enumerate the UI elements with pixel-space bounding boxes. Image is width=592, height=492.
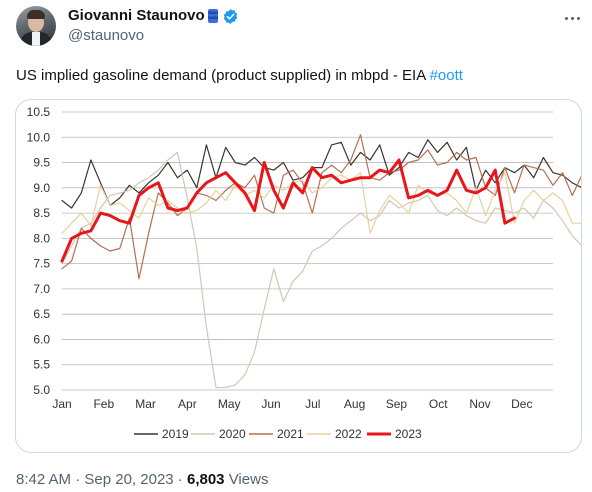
avatar-shirt bbox=[32, 32, 40, 46]
tweet-meta: 8:42 AM · Sep 20, 2023 · 6,803 Views bbox=[16, 471, 268, 489]
y-tick-label: 6.5 bbox=[33, 307, 50, 321]
chart-legend: 2019 2020 2021 2022 2023 bbox=[134, 427, 422, 441]
views-count: 6,803 bbox=[186, 471, 225, 488]
y-tick-label: 9.5 bbox=[33, 156, 50, 170]
y-tick-label: 5.0 bbox=[33, 383, 50, 397]
y-tick-label: 7.5 bbox=[33, 257, 50, 271]
more-dot bbox=[576, 16, 580, 20]
x-tick-label: Mar bbox=[135, 397, 156, 411]
hashtag-link[interactable]: #oott bbox=[429, 67, 463, 84]
author-handle[interactable]: @staunovo bbox=[68, 27, 145, 44]
author-name[interactable]: Giovanni Staunovo bbox=[68, 7, 205, 24]
author-name-row[interactable]: Giovanni Staunovo bbox=[68, 6, 239, 26]
y-tick-label: 8.0 bbox=[33, 231, 50, 245]
y-tick-label: 10.5 bbox=[27, 105, 51, 119]
x-tick-label: Oct bbox=[429, 397, 448, 411]
tweet-media-chart[interactable]: 5.0 5.5 6.0 6.5 7.0 7.5 8.0 8.5 9.0 9.5 10.0 10.5 J… bbox=[15, 99, 582, 453]
x-tick-label: Jul bbox=[305, 397, 320, 411]
x-tick-label: Aug bbox=[344, 397, 365, 411]
legend-label: 2021 bbox=[277, 427, 304, 441]
x-tick-label: May bbox=[218, 397, 241, 411]
series-line-2019 bbox=[61, 139, 581, 209]
views-label: Views bbox=[224, 471, 269, 488]
verified-badge-icon[interactable] bbox=[222, 8, 239, 25]
y-tick-label: 7.0 bbox=[33, 282, 50, 296]
legend-label: 2023 bbox=[395, 427, 422, 441]
legend-label: 2022 bbox=[335, 427, 362, 441]
series-line-2022 bbox=[61, 172, 581, 234]
tweet-time[interactable]: 8:42 AM bbox=[16, 471, 72, 488]
x-axis-ticks: Jan Feb Mar Apr May Jun Jul Aug Sep Oct Nov Dec bbox=[52, 397, 532, 411]
x-tick-label: Nov bbox=[469, 397, 490, 411]
y-tick-label: 9.0 bbox=[33, 181, 50, 195]
avatar-hair bbox=[27, 10, 45, 19]
more-options-icon[interactable] bbox=[560, 8, 584, 28]
x-tick-label: Feb bbox=[93, 397, 114, 411]
gasoline-demand-chart: 5.0 5.5 6.0 6.5 7.0 7.5 8.0 8.5 9.0 9.5 10.0 10.5 J… bbox=[27, 105, 581, 441]
oil-barrel-emoji-icon bbox=[207, 9, 218, 23]
y-axis-ticks: 5.0 5.5 6.0 6.5 7.0 7.5 8.0 8.5 9.0 9.5 10.0 10.5 bbox=[27, 105, 51, 397]
series-line-2021 bbox=[61, 134, 581, 280]
y-tick-label: 8.5 bbox=[33, 206, 50, 220]
legend-label: 2020 bbox=[219, 427, 246, 441]
y-tick-label: 10.0 bbox=[27, 130, 51, 144]
y-tick-label: 5.5 bbox=[33, 358, 50, 372]
avatar[interactable] bbox=[16, 6, 56, 46]
chart-series bbox=[60, 134, 581, 389]
tweet-body: US implied gasoline demand (product supp… bbox=[16, 67, 430, 84]
x-tick-label: Jun bbox=[261, 397, 280, 411]
meta-separator: · bbox=[173, 471, 187, 488]
series-line-2023 bbox=[60, 158, 516, 263]
tweet-date[interactable]: Sep 20, 2023 bbox=[84, 471, 174, 488]
meta-separator: · bbox=[71, 471, 85, 488]
series-line-2020 bbox=[61, 151, 581, 389]
y-tick-label: 6.0 bbox=[33, 332, 50, 346]
x-tick-label: Jan bbox=[52, 397, 71, 411]
x-tick-label: Dec bbox=[511, 397, 532, 411]
tweet-text: US implied gasoline demand (product supp… bbox=[16, 66, 463, 86]
x-tick-label: Apr bbox=[178, 397, 197, 411]
legend-label: 2019 bbox=[162, 427, 189, 441]
more-dot bbox=[564, 16, 568, 20]
x-tick-label: Sep bbox=[386, 397, 408, 411]
chart-grid bbox=[62, 111, 553, 391]
more-dot bbox=[570, 16, 574, 20]
